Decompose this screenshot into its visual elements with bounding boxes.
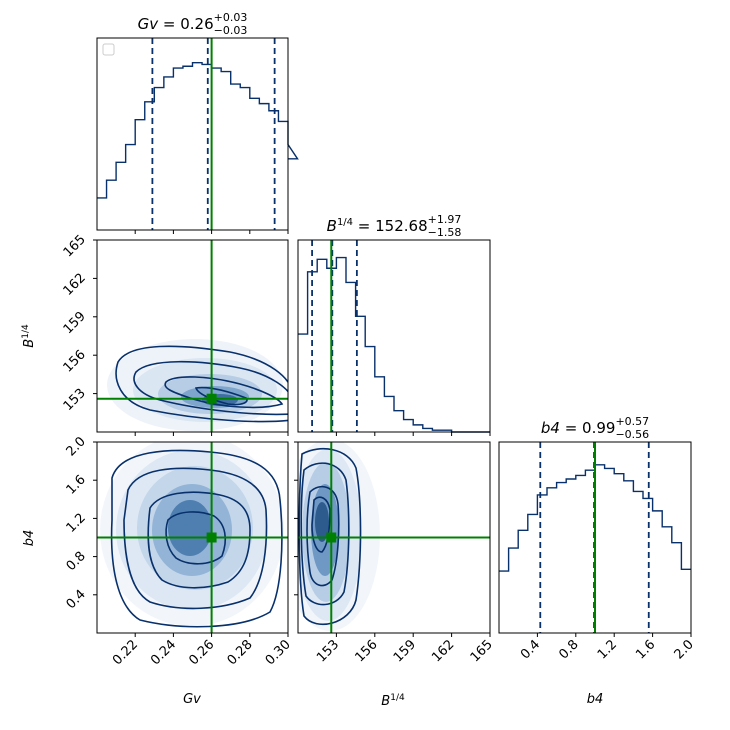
- histogram-Gv: [97, 61, 299, 199]
- panel-frame-0-1: [96, 239, 289, 433]
- panel-title-Gv: Gv = 0.26+0.03 −0.03: [138, 11, 248, 37]
- x-axis-label-b14: B1/4: [381, 693, 405, 709]
- xtick-label-b4: 1.6: [633, 637, 658, 662]
- xtick-label-Gv: 0.24: [148, 637, 179, 668]
- xtick-label-Gv: 0.30: [263, 637, 294, 668]
- truth-marker-Gv-b4: [206, 532, 217, 543]
- truth-marker-B14-b4: [326, 532, 337, 543]
- ytick-label-B14: 153: [61, 386, 89, 414]
- ytick-label-b4: 2.0: [64, 434, 89, 459]
- ytick-label-b4: 1.2: [64, 511, 89, 536]
- density-gv-b14: [97, 240, 288, 432]
- y-axis-label-b4: b4: [22, 530, 37, 547]
- ytick-label-B14: 156: [61, 347, 89, 375]
- xtick-label-B14: 156: [352, 637, 380, 665]
- panel-frame-0-0: [96, 37, 289, 231]
- panel-frame-2-2: [498, 441, 692, 634]
- ytick-label-b4: 0.8: [64, 549, 89, 574]
- xtick-label-b4: 0.8: [556, 637, 581, 662]
- truth-marker-Gv-B14: [206, 393, 217, 404]
- panel-frame-0-2: [96, 441, 289, 634]
- xtick-label-B14: 165: [468, 637, 496, 665]
- ytick-label-b4: 0.4: [64, 587, 89, 612]
- ytick-label-b4: 1.6: [64, 472, 89, 497]
- x-axis-label-gv: Gv: [183, 692, 201, 707]
- ytick-label-B14: 159: [61, 309, 89, 337]
- xtick-label-B14: 159: [391, 637, 419, 665]
- xtick-label-B14: 162: [429, 637, 457, 665]
- contours-gv-b4: [110, 449, 283, 628]
- xtick-label-b4: 0.4: [518, 637, 543, 662]
- x-axis-label-b4: b4: [587, 692, 604, 707]
- panel-frame-1-2: [297, 441, 491, 634]
- xtick-label-B14: 153: [314, 637, 342, 665]
- xtick-label-Gv: 0.26: [186, 637, 217, 668]
- ytick-label-B14: 162: [61, 271, 89, 299]
- xtick-label-b4: 2.0: [672, 637, 697, 662]
- legend-box: [102, 43, 115, 56]
- y-axis-label-b14: B1/4: [21, 324, 37, 348]
- panel-title-b4: b4 = 0.99+0.57 −0.56: [541, 415, 649, 441]
- histogram-B14: [298, 256, 490, 433]
- panel-frame-1-1: [297, 239, 491, 433]
- panel-title-B14: B1/4 = 152.68+1.97 −1.58: [327, 213, 462, 239]
- xtick-label-Gv: 0.28: [225, 637, 256, 668]
- xtick-label-Gv: 0.22: [110, 637, 141, 668]
- ytick-label-B14: 165: [61, 232, 89, 260]
- xtick-label-b4: 1.2: [595, 637, 620, 662]
